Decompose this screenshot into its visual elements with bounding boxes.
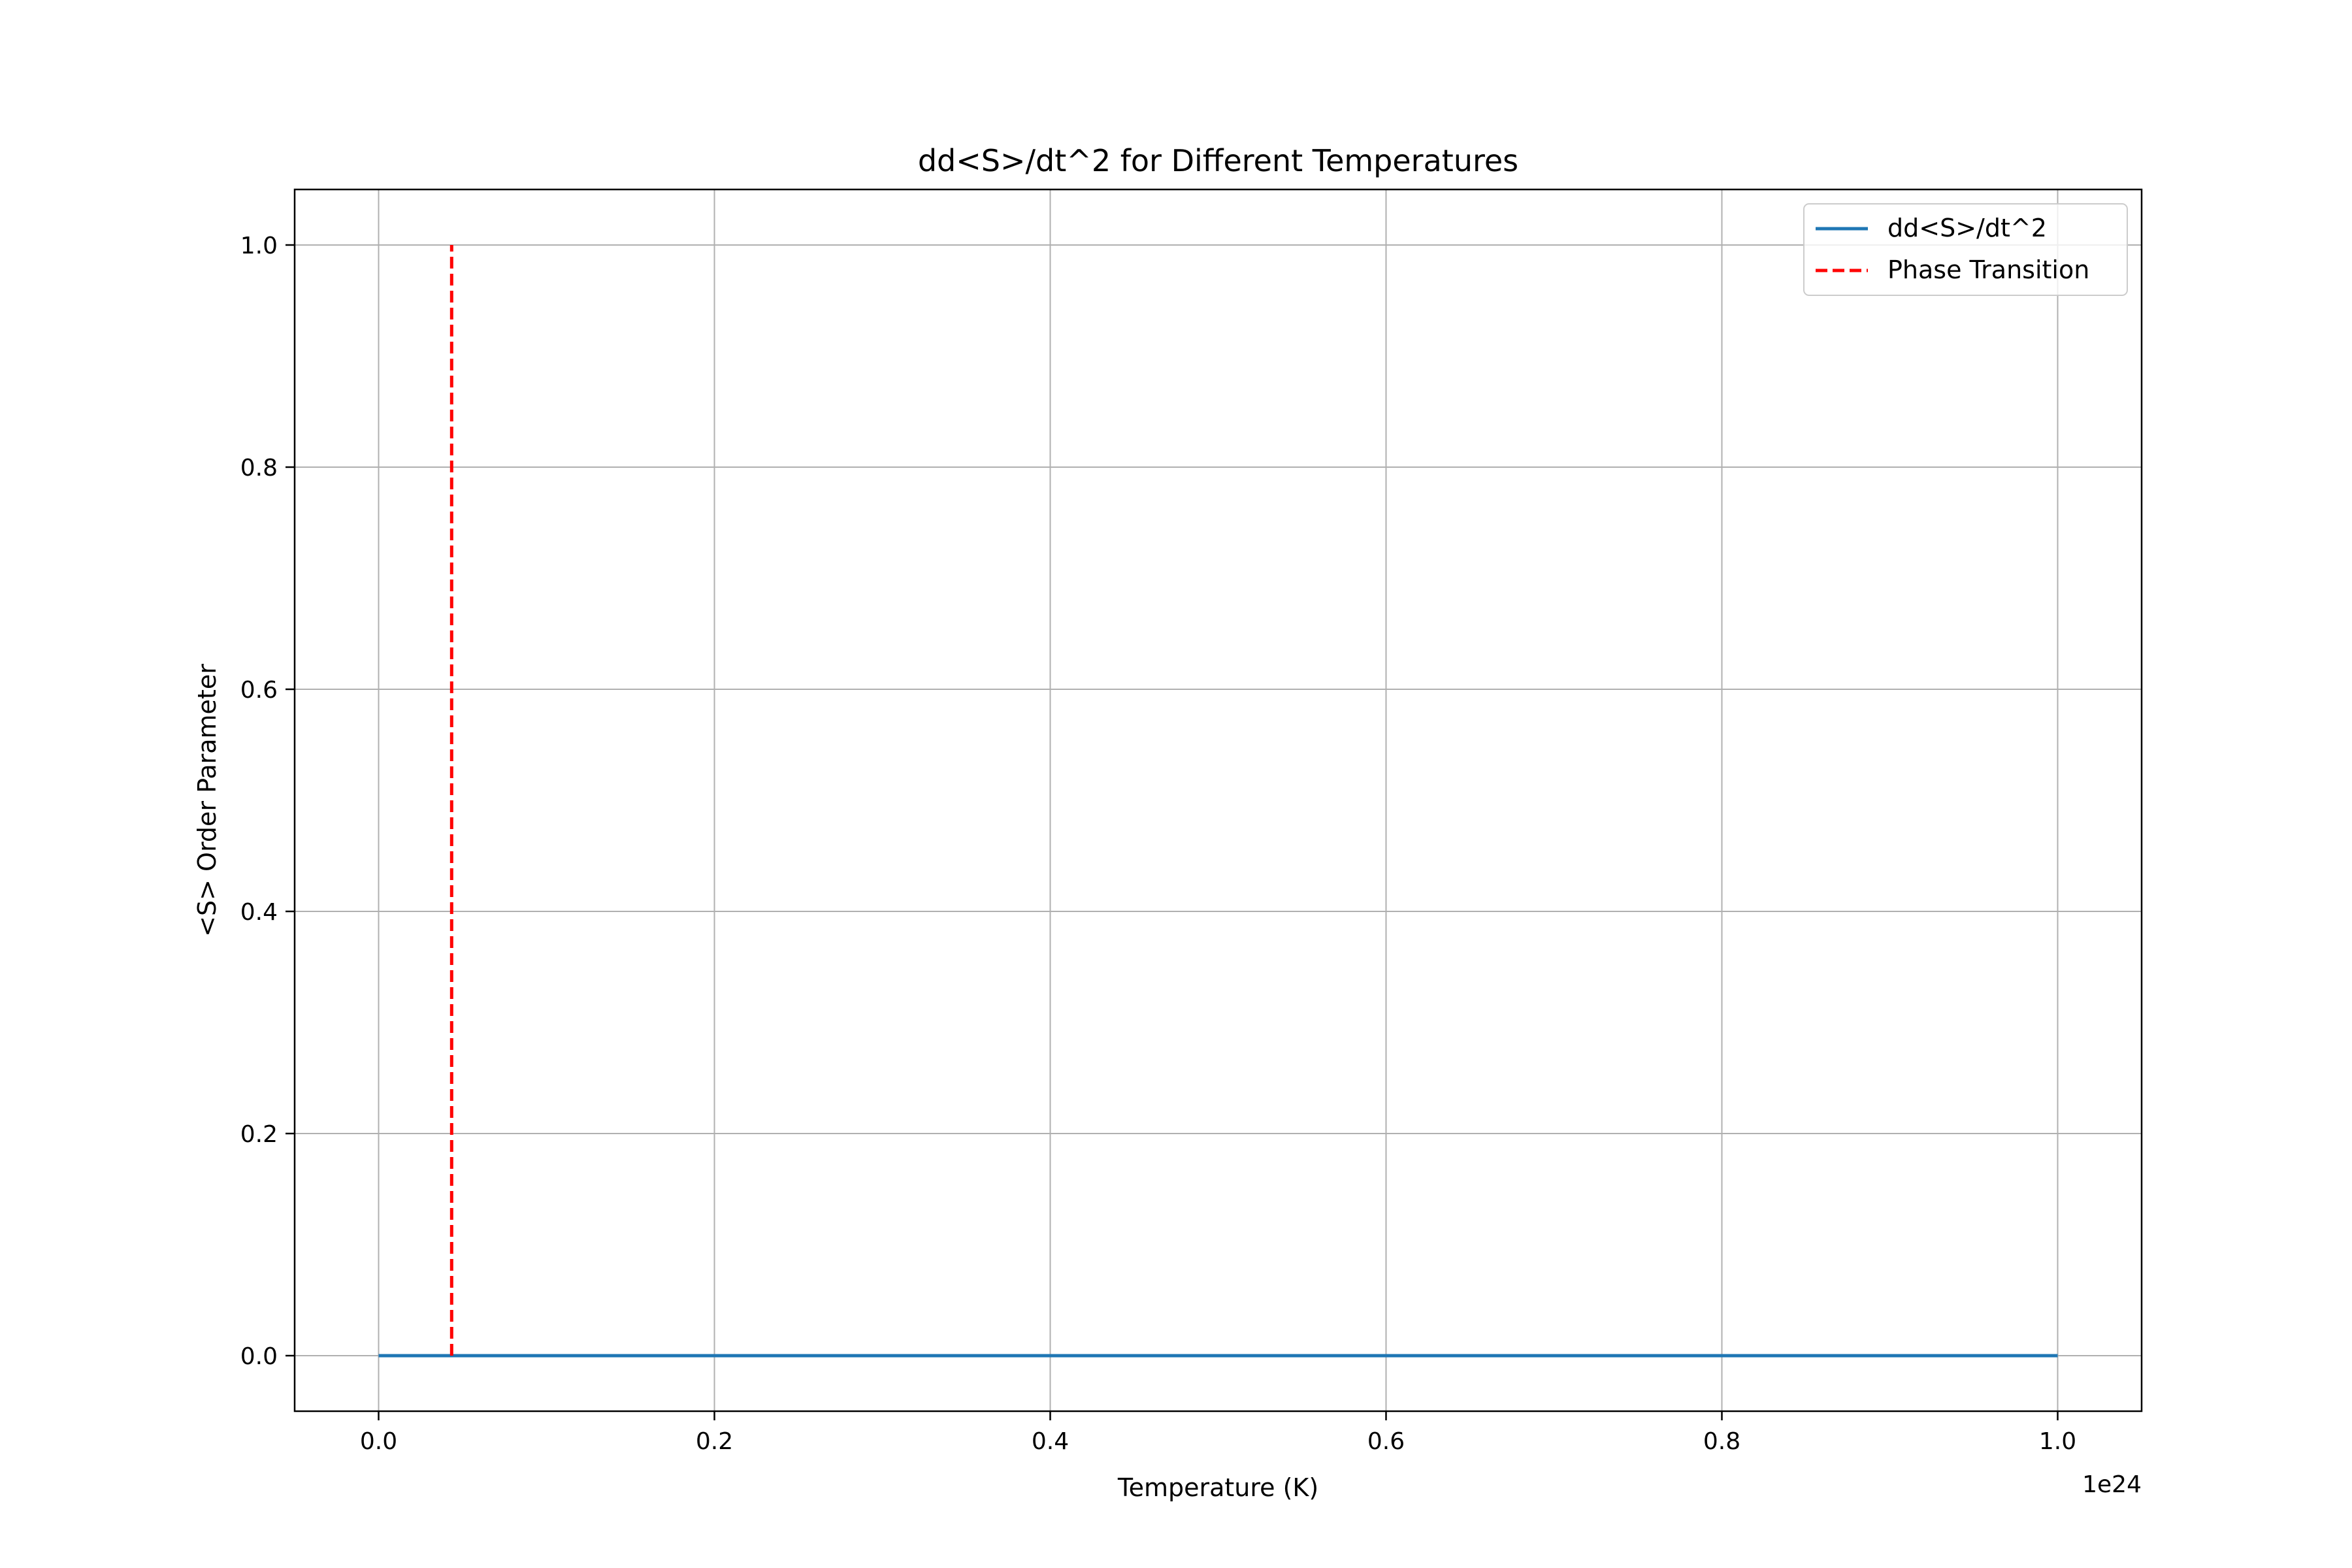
legend: dd<S>/dt^2 Phase Transition [1803, 203, 2128, 296]
y-tick-label-0: 0.0 [240, 1343, 278, 1370]
plot-frame [293, 188, 2143, 1413]
x-tick-label-1: 0.2 [696, 1428, 733, 1455]
x-tick-label-0: 0.0 [360, 1428, 397, 1455]
y-axis-label: <S> Order Parameter [193, 664, 221, 937]
y-tick-label-2: 0.4 [240, 899, 278, 926]
legend-entry-0: dd<S>/dt^2 [1887, 214, 2047, 242]
y-tick-label-4: 0.8 [240, 455, 278, 482]
y-tick-label-1: 0.2 [240, 1121, 278, 1148]
x-tick-label-4: 0.8 [1703, 1428, 1740, 1455]
x-axis-offset-label: 1e24 [2082, 1471, 2142, 1498]
grid [295, 189, 2142, 1411]
legend-entry-1: Phase Transition [1887, 255, 2089, 284]
x-tick-label-2: 0.4 [1032, 1428, 1069, 1455]
chart-title: dd<S>/dt^2 for Different Temperatures [918, 143, 1518, 178]
legend-box [1803, 203, 2128, 296]
plot-series [378, 245, 2058, 1358]
y-tick-label-5: 1.0 [240, 233, 278, 259]
axis-ticks: 0.0 0.2 0.4 0.6 0.8 1.0 0.0 0.2 0.4 0.6 0.8 1.0 [240, 233, 2076, 1455]
x-tick-label-5: 1.0 [2039, 1428, 2076, 1455]
x-tick-label-3: 0.6 [1367, 1428, 1405, 1455]
x-axis-label: Temperature (K) [1117, 1473, 1318, 1502]
y-tick-label-3: 0.6 [240, 677, 278, 704]
